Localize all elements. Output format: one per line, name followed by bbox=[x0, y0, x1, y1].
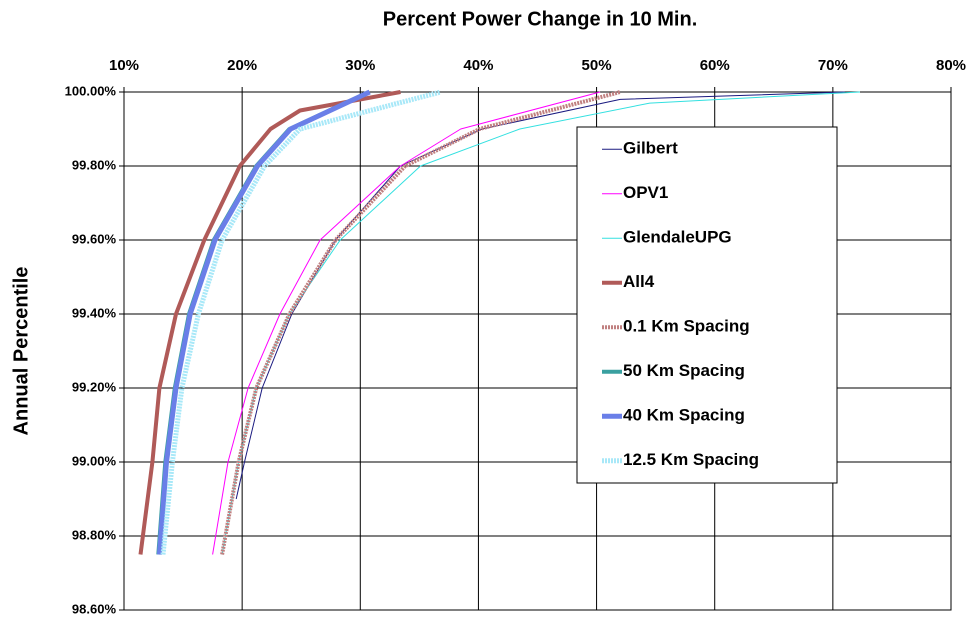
series-line bbox=[160, 89, 442, 555]
legend-label: OPV1 bbox=[623, 183, 668, 202]
legend-label: 50 Km Spacing bbox=[623, 361, 745, 380]
chart-title: Percent Power Change in 10 Min. bbox=[383, 8, 698, 30]
series-line bbox=[138, 90, 401, 555]
series-line bbox=[220, 90, 621, 555]
legend-label: 40 Km Spacing bbox=[623, 406, 745, 425]
legend-box bbox=[576, 126, 838, 484]
x-tick-label: 60% bbox=[700, 57, 730, 74]
y-tick-label: 99.00% bbox=[72, 453, 117, 468]
x-tick-label: 80% bbox=[936, 57, 966, 74]
y-tick-label: 99.20% bbox=[72, 379, 117, 394]
x-tick-label: 50% bbox=[582, 57, 612, 74]
y-tick-label: 98.60% bbox=[72, 601, 117, 616]
legend-label: 12.5 Km Spacing bbox=[623, 450, 759, 469]
x-tick-label: 30% bbox=[345, 57, 375, 74]
series-line bbox=[212, 91, 601, 555]
legend-label: 0.1 Km Spacing bbox=[623, 317, 750, 336]
y-tick-label: 100.00% bbox=[65, 83, 117, 98]
x-tick-label: 70% bbox=[818, 57, 848, 74]
x-tick-label: 20% bbox=[227, 57, 257, 74]
y-tick-label: 99.60% bbox=[72, 231, 117, 246]
y-tick-label: 98.80% bbox=[72, 527, 117, 542]
y-tick-label: 99.40% bbox=[72, 305, 117, 320]
y-tick-label: 99.80% bbox=[72, 157, 117, 172]
series-line bbox=[221, 91, 861, 555]
legend-label: Gilbert bbox=[623, 139, 678, 158]
x-tick-label: 40% bbox=[463, 57, 493, 74]
series-line bbox=[156, 89, 371, 555]
series-line bbox=[235, 91, 845, 500]
x-tick-label: 10% bbox=[109, 57, 139, 74]
legend-label: GlendaleUPG bbox=[623, 228, 732, 247]
legend-label: All4 bbox=[623, 272, 655, 291]
y-axis-label: Annual Percentile bbox=[10, 267, 32, 436]
